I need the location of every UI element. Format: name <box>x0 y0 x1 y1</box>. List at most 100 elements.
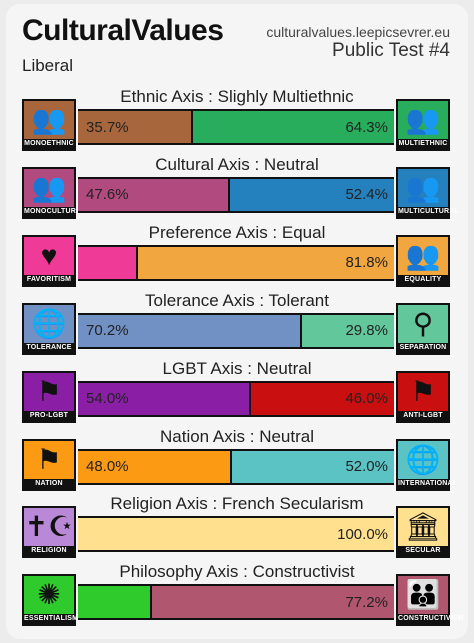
flag-icon: ⚑ <box>36 443 62 475</box>
axis-title: Ethnic Axis : Slighly Multiethnic <box>120 87 354 106</box>
site-title: CulturalValues <box>22 14 224 47</box>
right-segment: 77.2% <box>150 586 394 619</box>
badge-label: ESSENTIALISM <box>24 614 79 625</box>
axis-row: Preference Axis : Equal ♥ FAVORITISM 👥 EQUAL… <box>0 222 474 287</box>
axis-title: Religion Axis : French Secularism <box>110 494 364 514</box>
left-segment: 48.0% <box>78 450 230 483</box>
left-percentage: 47.6% <box>86 186 129 204</box>
axis-bar: 81.8% <box>78 244 394 281</box>
monocultural-badge: 👥 MONOCULTURAL <box>22 166 86 219</box>
religion-badge: ✝☪ RELIGION <box>22 506 76 559</box>
right-percentage: 46.0% <box>345 390 388 408</box>
axis-title: Cultural Axis : Neutral <box>155 154 319 174</box>
edition-label: Public Test #4 <box>332 40 450 61</box>
school-icon: 🏛 <box>405 511 441 543</box>
badge-label: NATION <box>24 478 74 489</box>
crowd-icon: 👥 <box>31 104 67 135</box>
badge-label: RELIGION <box>24 546 74 557</box>
axis-title: Preference Axis : Equal <box>148 222 326 242</box>
constructivism-badge: 👪 CONSTRUCTIVISM <box>396 574 464 627</box>
rainbow-flag-icon: ⚑ <box>36 375 62 407</box>
axis-row: Cultural Axis : Neutral 👥 MONOCULTURAL 👥 MUL… <box>0 154 474 219</box>
left-percentage: 35.7% <box>86 118 129 136</box>
ideology-label: Liberal <box>22 56 74 75</box>
axis-bar: 48.0% 52.0% <box>78 448 394 485</box>
monoethnic-badge: 👥 MONOETHNIC <box>22 99 76 151</box>
equality-badge: 👥 EQUALITY <box>396 234 450 287</box>
right-segment: 100.0% <box>78 518 394 551</box>
axis-bar: 70.2% 29.8% <box>78 312 394 349</box>
right-segment: 46.0% <box>248 382 394 415</box>
badge-label: MULTIETHNIC <box>398 139 448 149</box>
right-percentage: 100.0% <box>337 525 388 543</box>
right-percentage: 64.3% <box>345 118 388 136</box>
sunburst-icon: ✺ <box>37 579 61 611</box>
badge-label: MULTICULTURAL <box>398 206 460 217</box>
diverse-group-icon: 👥 <box>405 171 441 203</box>
right-segment: 81.8% <box>135 246 394 279</box>
left-percentage: 54.0% <box>86 390 129 408</box>
multicultural-badge: 👥 MULTICULTURAL <box>396 166 460 219</box>
axis-row: Nation Axis : Neutral ⚑ NATION 🌐 INTERNATION… <box>0 426 474 491</box>
badge-label: MONOCULTURAL <box>24 206 86 217</box>
badge-label: TOLERANCE <box>24 342 74 353</box>
axis-row: Ethnic Axis : Slighly Multiethnic 👥 MONOET… <box>0 86 474 151</box>
separation-badge: ⚲ SEPARATION <box>396 302 450 355</box>
nation-badge: ⚑ NATION <box>22 438 76 491</box>
left-segment: 70.2% <box>78 314 300 347</box>
left-segment <box>78 586 151 619</box>
crossed-flag-icon: ⚑ <box>410 375 436 407</box>
globe-people-icon: 🌐 <box>31 307 67 339</box>
right-percentage: 77.2% <box>345 593 388 611</box>
right-segment: 29.8% <box>299 314 394 347</box>
separated-people-icon: ⚲ <box>412 307 434 339</box>
equal-people-icon: 👥 <box>405 239 441 271</box>
badge-label: SECULAR <box>398 546 448 557</box>
axis-title: Tolerance Axis : Tolerant <box>145 290 329 310</box>
globe-icon: 🌐 <box>405 443 441 475</box>
badge-label: PRO-LGBT <box>24 410 74 421</box>
heart-person-icon: ♥ <box>40 239 58 271</box>
badge-label: CONSTRUCTIVISM <box>398 614 464 625</box>
axis-bar: 35.7% 64.3% <box>78 109 394 145</box>
right-percentage: 52.0% <box>345 458 388 475</box>
left-segment <box>78 246 136 279</box>
axis-row: LGBT Axis : Neutral ⚑ PRO-LGBT ⚑ ANTI-LGBT 54… <box>0 358 474 423</box>
axis-bar: 47.6% 52.4% <box>78 176 394 213</box>
multiethnic-badge: 👥 MULTIETHNIC <box>396 99 450 151</box>
axis-title: Philosophy Axis : Constructivist <box>119 562 355 582</box>
site-url[interactable]: culturalvalues.leepicsevrer.eu <box>266 24 450 40</box>
left-segment: 35.7% <box>78 111 191 143</box>
right-percentage: 81.8% <box>345 254 388 272</box>
religious-symbols-icon: ✝☪ <box>24 511 74 543</box>
pro-lgbt-badge: ⚑ PRO-LGBT <box>22 370 76 423</box>
right-percentage: 29.8% <box>345 322 388 340</box>
badge-label: MONOETHNIC <box>24 139 74 149</box>
left-segment: 54.0% <box>78 382 249 415</box>
badge-label: SEPARATION <box>398 342 448 353</box>
axis-bar: 100.0% <box>78 516 394 553</box>
left-segment: 47.6% <box>78 178 229 211</box>
right-percentage: 52.4% <box>345 186 388 204</box>
diverse-crowd-icon: 👥 <box>405 104 441 135</box>
secular-badge: 🏛 SECULAR <box>396 506 450 559</box>
family-icon: 👪 <box>405 579 441 611</box>
axis-title: LGBT Axis : Neutral <box>162 358 312 378</box>
essentialism-badge: ✺ ESSENTIALISM <box>22 574 79 627</box>
group-icon: 👥 <box>31 171 67 203</box>
badge-label: FAVORITISM <box>24 274 74 285</box>
left-percentage: 48.0% <box>86 458 129 475</box>
axis-title: Nation Axis : Neutral <box>159 426 314 446</box>
badge-label: EQUALITY <box>398 274 448 285</box>
axis-bar: 54.0% 46.0% <box>78 380 394 417</box>
anti-lgbt-badge: ⚑ ANTI-LGBT <box>396 370 450 423</box>
axis-row: Philosophy Axis : Constructivist ✺ ESSENTI… <box>0 561 474 627</box>
favoritism-badge: ♥ FAVORITISM <box>22 234 76 287</box>
badge-label: INTERNATIONAL <box>398 478 458 489</box>
axis-row: Tolerance Axis : Tolerant 🌐 TOLERANCE ⚲ SEPA… <box>0 290 474 355</box>
axis-bar: 77.2% <box>78 584 394 621</box>
badge-label: ANTI-LGBT <box>398 410 448 421</box>
left-percentage: 70.2% <box>86 322 129 340</box>
axis-row: Religion Axis : French Secularism ✝☪ RELIG… <box>0 493 474 559</box>
